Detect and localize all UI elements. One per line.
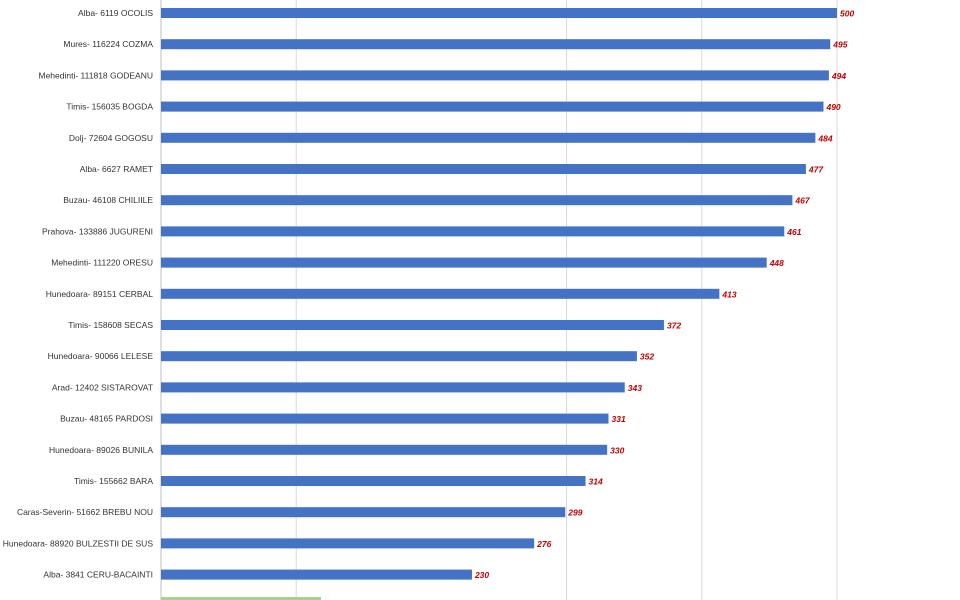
bar: [161, 288, 720, 299]
category-label: Timis- 156035 BOGDA: [66, 102, 153, 112]
value-label: 230: [474, 570, 489, 580]
category-label: Hunedoara- 89151 CERBAL: [46, 289, 154, 299]
bar: [161, 507, 566, 518]
category-label: Prahova- 133886 JUGURENI: [42, 226, 153, 236]
bar: [161, 132, 816, 143]
value-label: 343: [628, 383, 642, 393]
category-label: Mures- 116224 COZMA: [63, 39, 153, 49]
bar-cut-off: [161, 597, 321, 600]
category-label: Alba- 6627 RAMET: [80, 164, 153, 174]
category-label: Mehedinti- 111818 GODEANU: [39, 70, 154, 80]
value-label: 372: [667, 321, 681, 331]
gridlines: [160, 0, 838, 600]
category-label: Alba- 3841 CERU-BACAINTI: [43, 570, 153, 580]
category-label: Hunedoara- 89026 BUNILA: [49, 445, 153, 455]
bar: [161, 320, 664, 330]
bar: [161, 444, 608, 455]
category-label: Timis- 158608 SECAS: [68, 320, 153, 330]
category-label: Mehedinti- 111220 ORESU: [51, 258, 153, 268]
value-label: 314: [589, 477, 603, 487]
category-label: Buzau- 48165 PARDOSI: [60, 414, 153, 424]
value-label: 413: [721, 289, 736, 299]
bar: [161, 476, 586, 486]
category-label: Alba- 6119 OCOLIS: [78, 8, 153, 18]
bar: [161, 39, 831, 50]
value-label: 448: [769, 258, 784, 268]
bar: [161, 164, 806, 174]
bar: [161, 8, 837, 18]
bar: [161, 70, 829, 81]
category-label: Hunedoara- 88920 BULZESTII DE SUS: [3, 538, 154, 548]
bar: [161, 569, 472, 580]
value-label: 484: [817, 133, 832, 143]
bar: [161, 226, 785, 237]
value-label: 461: [786, 227, 801, 237]
bar: [161, 538, 535, 549]
value-label: 352: [640, 352, 654, 362]
value-label: 490: [825, 102, 840, 112]
value-label: 330: [610, 445, 624, 455]
category-label: Timis- 155662 BARA: [74, 476, 153, 486]
value-labels: 500 495 494 490 484 477 467 461 448 413 372 352 343 3…: [474, 9, 854, 581]
bar: [161, 351, 637, 362]
value-label: 494: [831, 71, 846, 81]
bars: [161, 8, 837, 600]
value-label: 467: [794, 196, 810, 206]
bar: [161, 195, 793, 206]
value-label: 500: [840, 9, 854, 19]
category-label: Dolj- 72604 GOGOSU: [69, 133, 153, 143]
value-label: 477: [808, 165, 824, 175]
bar: [161, 257, 767, 268]
value-label: 495: [832, 40, 847, 50]
category-labels: Alba- 6119 OCOLIS Mures- 116224 COZMA Mehe…: [3, 8, 154, 580]
bar: [161, 382, 625, 393]
category-label: Caras-Severin- 51662 BREBU NOU: [17, 507, 153, 517]
bar: [161, 101, 824, 112]
value-label: 299: [567, 508, 582, 518]
category-label: Buzau- 46108 CHILIILE: [63, 195, 153, 205]
bar: [161, 413, 609, 424]
value-label: 331: [612, 414, 626, 424]
category-label: Arad- 12402 SISTAROVAT: [52, 382, 153, 392]
value-label: 276: [536, 539, 551, 549]
category-label: Hunedoara- 90066 LELESE: [48, 351, 154, 361]
